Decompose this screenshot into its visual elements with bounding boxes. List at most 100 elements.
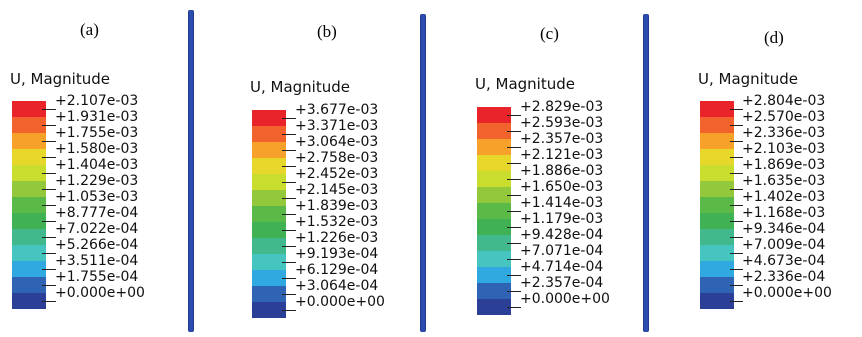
color-legend	[12, 101, 46, 309]
legend-tick	[282, 150, 296, 151]
legend-value: +7.009e-04	[742, 237, 826, 253]
legend-value: +1.404e-03	[55, 157, 139, 173]
legend-swatch	[700, 229, 734, 245]
legend-value: +3.677e-03	[295, 102, 379, 118]
legend-swatch	[477, 187, 511, 203]
rod-body	[644, 14, 648, 332]
legend-value: +2.593e-03	[520, 115, 604, 131]
legend-swatch	[700, 261, 734, 277]
legend-tick	[730, 157, 743, 158]
legend-tick	[42, 157, 56, 158]
legend-swatch	[700, 181, 734, 197]
legend-swatch	[700, 149, 734, 165]
legend-tick	[730, 253, 743, 254]
legend-tick	[282, 230, 296, 231]
legend-swatch	[700, 293, 734, 309]
legend-tick	[282, 198, 296, 199]
legend-value: +9.428e-04	[520, 227, 604, 243]
legend-value: +1.635e-03	[742, 173, 826, 189]
legend-swatch	[477, 155, 511, 171]
legend-swatch	[12, 133, 46, 149]
legend-tick	[730, 221, 743, 222]
legend-tick	[507, 243, 521, 244]
legend-tick	[282, 118, 296, 119]
legend-value: +1.168e-03	[742, 205, 826, 221]
legend-swatch	[252, 286, 286, 302]
legend-value: +1.839e-03	[295, 198, 379, 214]
legend-swatch	[12, 213, 46, 229]
legend-swatch	[700, 277, 734, 293]
legend-swatch	[252, 174, 286, 190]
legend-value: +3.371e-03	[295, 118, 379, 134]
legend-value: +5.266e-04	[55, 237, 139, 253]
legend-swatch	[12, 149, 46, 165]
legend-tick	[507, 307, 521, 308]
legend-value: +9.193e-04	[295, 246, 379, 262]
color-legend	[477, 107, 511, 315]
legend-swatch	[252, 126, 286, 142]
legend-tick	[42, 205, 56, 206]
legend-value: +1.580e-03	[55, 141, 139, 157]
rod-body	[421, 14, 425, 332]
legend-tick	[42, 189, 56, 190]
legend-swatch	[477, 299, 511, 315]
legend-swatch	[252, 110, 286, 126]
specimen-rod	[643, 14, 649, 332]
legend-swatch	[252, 142, 286, 158]
legend-tick	[282, 182, 296, 183]
legend-tick	[42, 253, 56, 254]
legend-value: +6.129e-04	[295, 262, 379, 278]
legend-swatch	[477, 235, 511, 251]
legend-tick	[507, 291, 521, 292]
legend-tick	[730, 141, 743, 142]
legend-swatch	[700, 133, 734, 149]
legend-swatch	[700, 213, 734, 229]
legend-tick	[282, 294, 296, 295]
legend-value: +2.357e-04	[520, 275, 604, 291]
legend-tick	[507, 195, 521, 196]
panel-a: (a) U, Magnitude +2.107e-03 +1.931e-03 +1.…	[0, 0, 190, 337]
legend-swatch	[12, 165, 46, 181]
legend-swatch	[12, 245, 46, 261]
legend-tick	[282, 166, 296, 167]
legend-tick	[730, 173, 743, 174]
legend-swatch	[12, 181, 46, 197]
legend-tick	[42, 285, 56, 286]
legend-swatch	[477, 219, 511, 235]
legend-swatch	[477, 251, 511, 267]
legend-tick	[282, 262, 296, 263]
legend-value: +1.053e-03	[55, 189, 139, 205]
legend-value: +2.829e-03	[520, 99, 604, 115]
legend-value: +0.000e+00	[295, 294, 385, 310]
legend-swatch	[477, 267, 511, 283]
rod-body	[189, 10, 193, 332]
legend-value: +1.869e-03	[742, 157, 826, 173]
legend-value: +0.000e+00	[742, 285, 832, 301]
legend-value: +2.570e-03	[742, 109, 826, 125]
legend-tick	[507, 179, 521, 180]
legend-tick	[730, 189, 743, 190]
legend-swatch	[252, 302, 286, 318]
legend-tick	[282, 214, 296, 215]
legend-value: +9.346e-04	[742, 221, 826, 237]
legend-swatch	[252, 206, 286, 222]
legend-tick	[730, 285, 743, 286]
legend-swatch	[252, 158, 286, 174]
legend-swatch	[252, 270, 286, 286]
legend-value: +1.179e-03	[520, 211, 604, 227]
legend-swatch	[12, 197, 46, 213]
legend-swatch	[700, 197, 734, 213]
color-legend	[700, 101, 734, 309]
legend-tick	[282, 246, 296, 247]
legend-swatch	[477, 107, 511, 123]
legend-value: +1.931e-03	[55, 109, 139, 125]
legend-value: +8.777e-04	[55, 205, 139, 221]
legend-tick	[730, 125, 743, 126]
legend-value: +3.064e-04	[295, 278, 379, 294]
legend-swatch	[700, 117, 734, 133]
legend-tick	[507, 115, 521, 116]
panel-label: (a)	[80, 20, 99, 39]
legend-value: +3.511e-04	[55, 253, 139, 269]
panel-label: (d)	[764, 28, 784, 47]
